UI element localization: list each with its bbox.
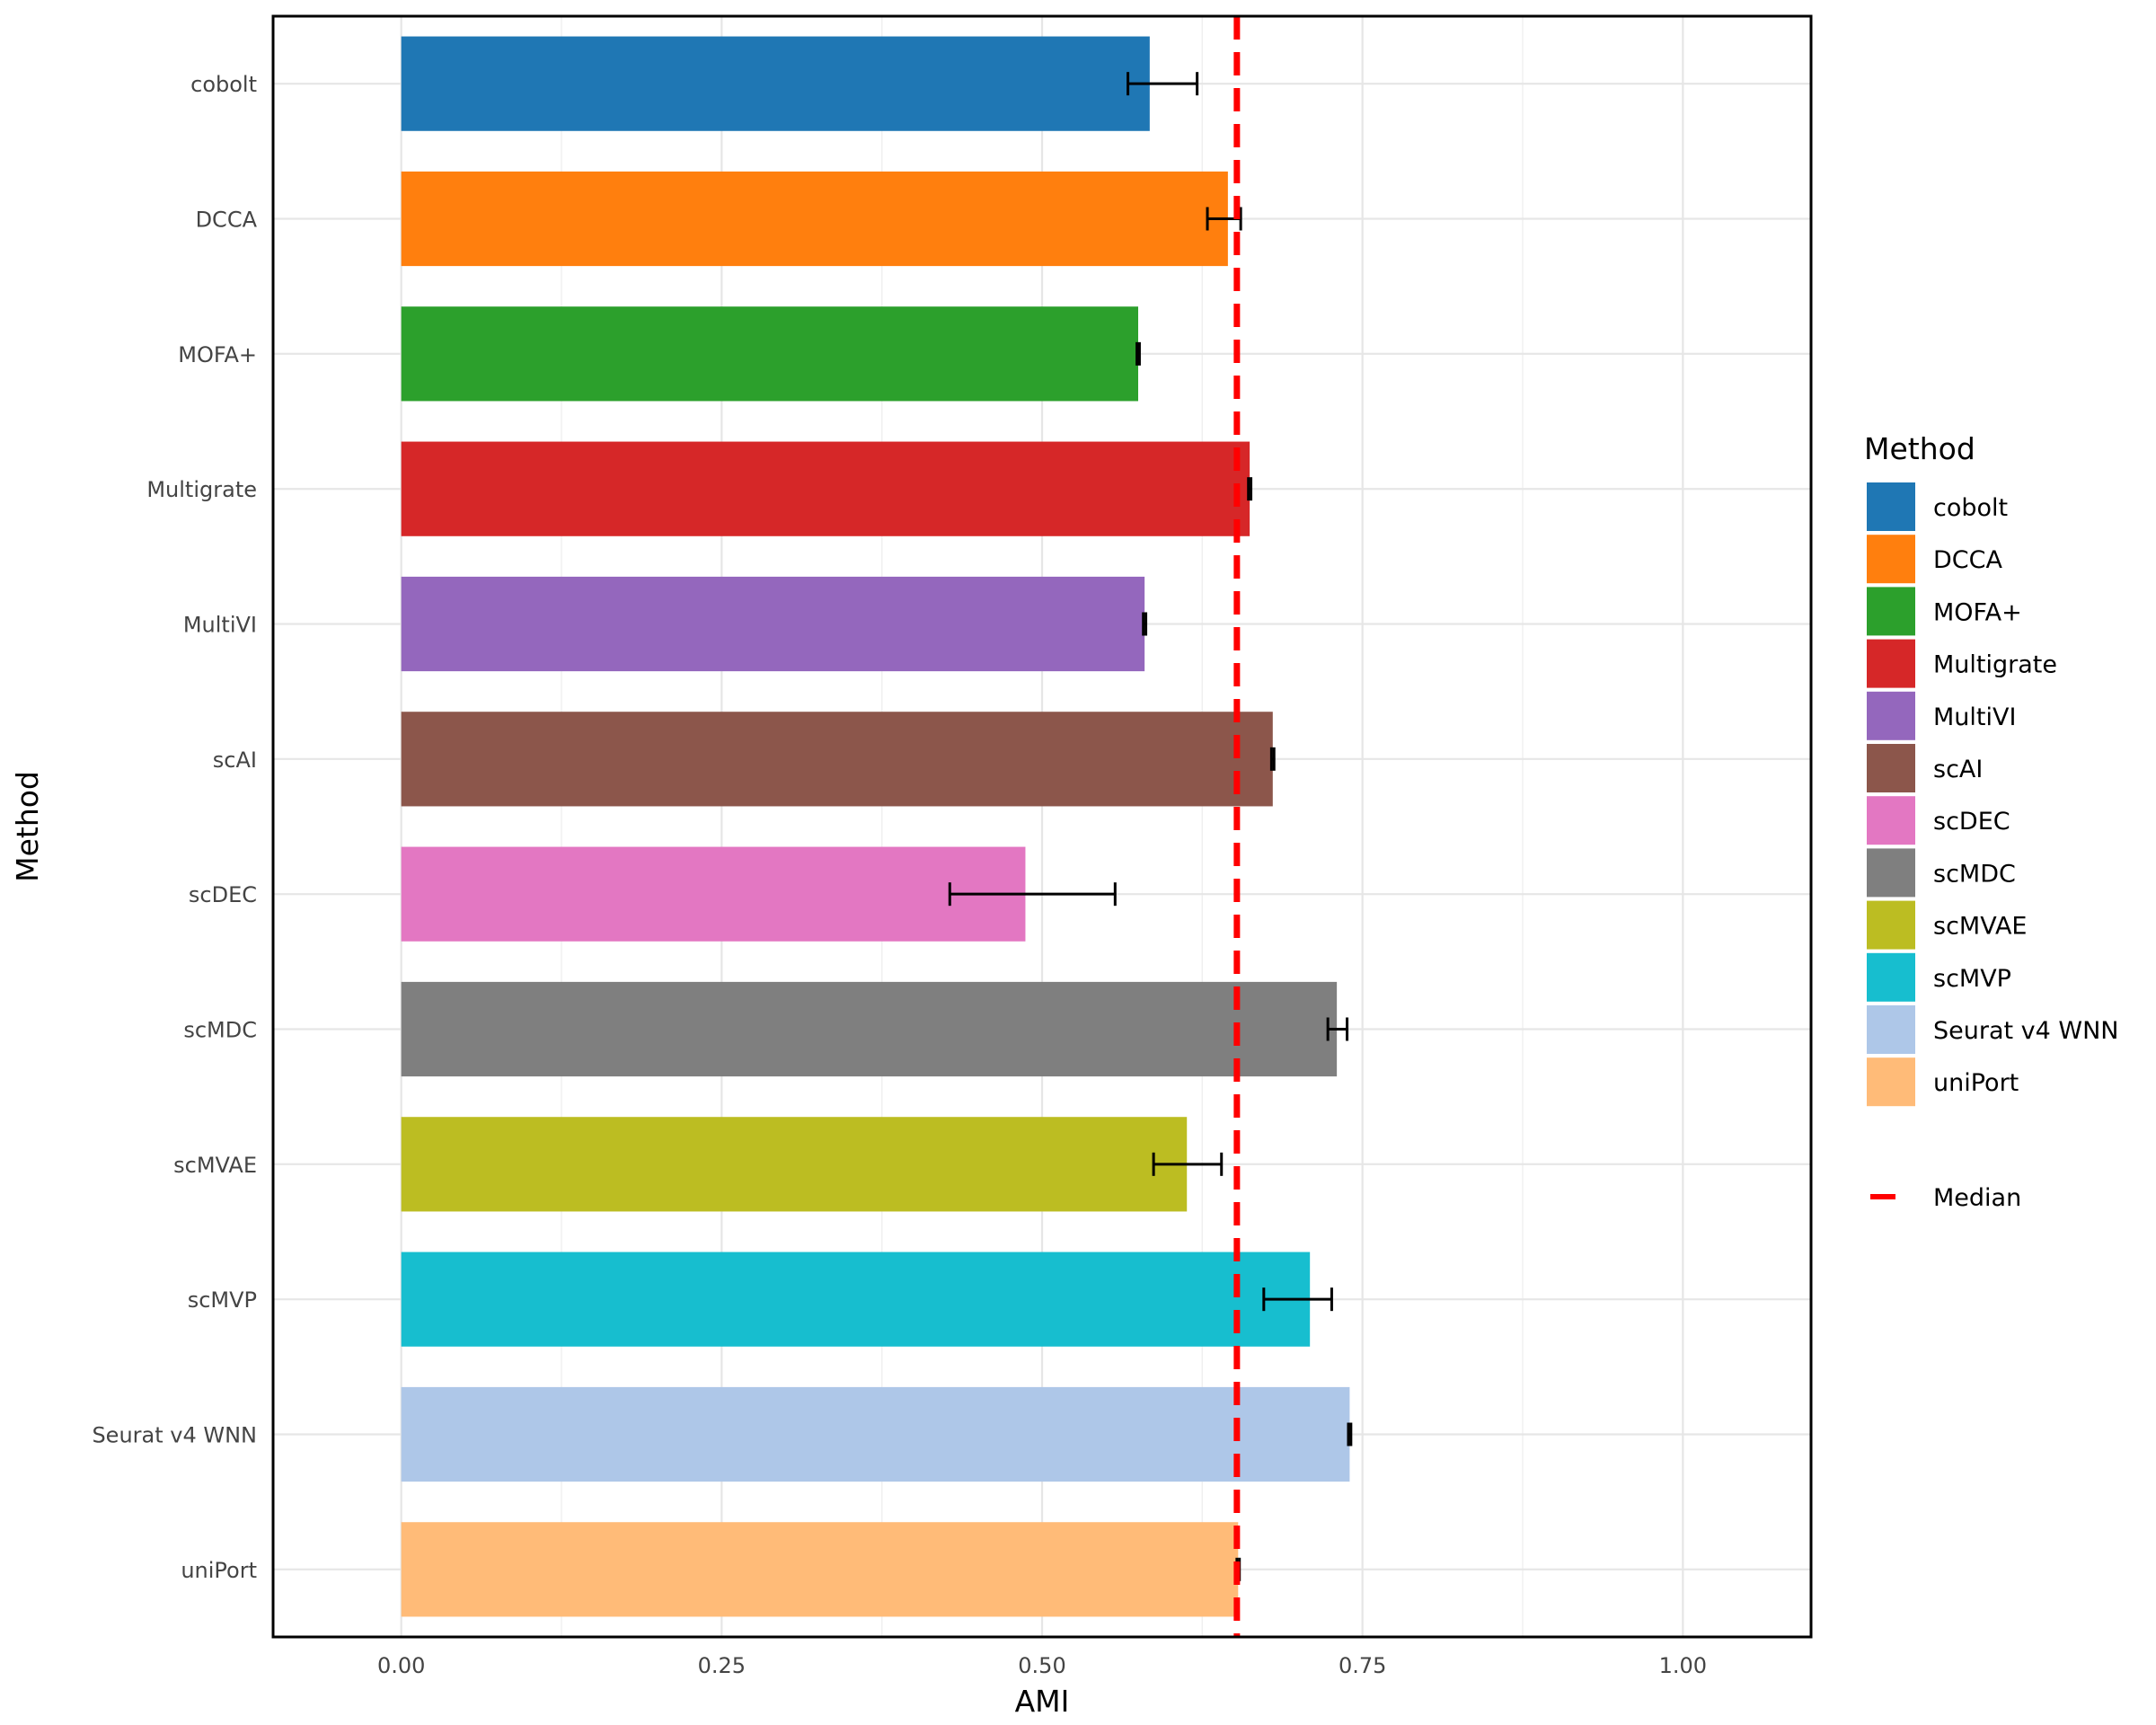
bar-scmvp [401, 1252, 1311, 1347]
bar-uniport [401, 1522, 1239, 1617]
y-tick-label: MultiVI [183, 613, 257, 638]
legend-median-label: Median [1933, 1184, 2021, 1212]
bar-mofa- [401, 306, 1139, 402]
legend-label: Seurat v4 WNN [1933, 1017, 2119, 1045]
legend-swatch [1867, 587, 1915, 636]
y-tick-label: Seurat v4 WNN [92, 1423, 257, 1448]
x-tick-label: 0.25 [698, 1653, 746, 1678]
y-tick-label: MOFA+ [178, 342, 257, 367]
legend-swatch [1867, 1005, 1915, 1054]
bar-scai [401, 712, 1273, 807]
y-axis-title: Method [10, 771, 45, 882]
y-tick-label: scDEC [189, 882, 257, 907]
y-tick-label: scAI [213, 748, 257, 773]
legend-swatch [1867, 535, 1915, 584]
legend-label: Multigrate [1933, 651, 2057, 679]
legend-swatch [1867, 848, 1915, 898]
x-tick-label: 0.00 [377, 1653, 425, 1678]
legend-swatch [1867, 482, 1915, 531]
bar-scmdc [401, 981, 1338, 1077]
x-tick-label: 0.50 [1018, 1653, 1065, 1678]
bar-dcca [401, 171, 1228, 267]
bar-cobolt [401, 36, 1150, 131]
legend-label: scMVAE [1933, 913, 2027, 941]
legend-label: scDEC [1933, 808, 2010, 836]
plot-border [271, 14, 1813, 1639]
y-tick-label: cobolt [190, 72, 257, 97]
bar-multigrate [401, 441, 1250, 536]
bar-scdec [401, 846, 1026, 942]
bar-seurat-v4-wnn [401, 1386, 1350, 1482]
y-tick-label: scMDC [183, 1018, 257, 1043]
y-tick-label: DCCA [196, 208, 258, 233]
legend-label: cobolt [1933, 494, 2008, 522]
bar-multivi [401, 576, 1145, 672]
legend-label: uniPort [1933, 1069, 2019, 1097]
legend-swatch [1867, 691, 1915, 740]
legend-label: DCCA [1933, 546, 2002, 574]
y-axis-ticks: cobolt DCCA MOFA+ Multigrate MultiVI scAI scDE… [92, 72, 257, 1583]
x-axis-ticks: 0.00 0.25 0.50 0.75 1.00 [377, 1653, 1707, 1678]
y-tick-label: scMVAE [173, 1153, 257, 1178]
legend-swatch [1867, 744, 1915, 792]
legend-title: Method [1864, 431, 1975, 466]
legend-items: cobolt DCCA MOFA+ Multigrate MultiVI scAI scDE… [1867, 482, 2119, 1107]
bar-scmvae [401, 1117, 1188, 1212]
legend-swatch [1867, 900, 1915, 950]
legend-label: scMVP [1933, 965, 2011, 993]
legend: Method cobolt DCCA MOFA+ Multigrate MultiVI s… [1864, 431, 2119, 1212]
bars [401, 36, 1350, 1617]
legend-label: scAI [1933, 756, 1983, 783]
x-tick-label: 1.00 [1659, 1653, 1707, 1678]
x-axis-title: AMI [1015, 1684, 1070, 1719]
y-tick-label: Multigrate [146, 477, 257, 502]
legend-label: scMDC [1933, 860, 2016, 888]
y-tick-label: scMVP [188, 1287, 257, 1313]
legend-swatch [1867, 952, 1915, 1002]
legend-swatch [1867, 639, 1915, 688]
y-tick-label: uniPort [181, 1558, 257, 1583]
x-tick-label: 0.75 [1339, 1653, 1386, 1678]
legend-label: MultiVI [1933, 703, 2016, 731]
legend-swatch [1867, 796, 1915, 845]
legend-swatch [1867, 1057, 1915, 1107]
legend-label: MOFA+ [1933, 598, 2022, 626]
